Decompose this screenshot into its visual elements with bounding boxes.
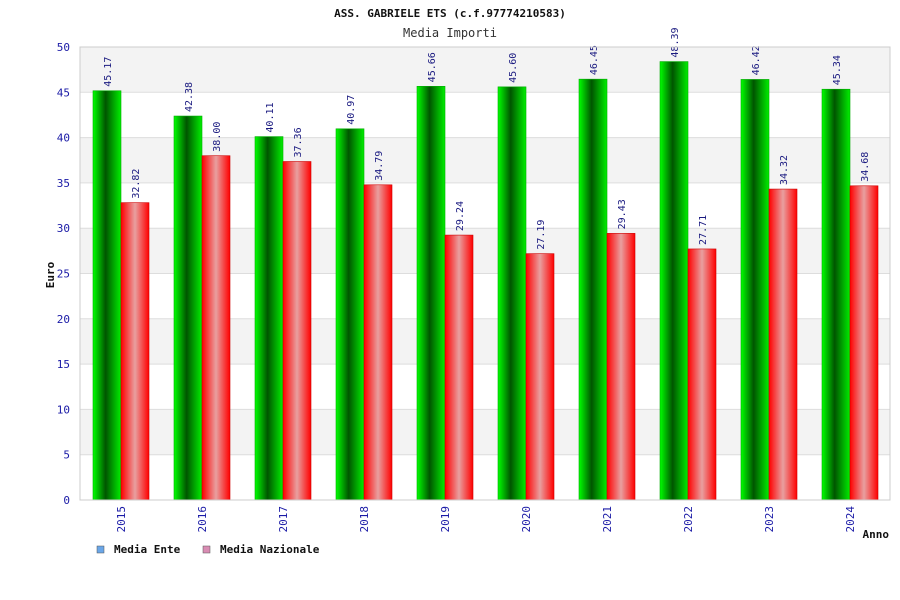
bar-media-nazionale-2023 — [768, 188, 798, 501]
x-tick-label: 2019 — [439, 506, 452, 533]
bar-media-nazionale-2020 — [525, 253, 555, 501]
bar-media-ente-2022 — [659, 61, 689, 501]
bar-media-nazionale-2016 — [201, 155, 231, 501]
y-tick-label: 15 — [57, 358, 70, 371]
y-tick-label: 20 — [57, 313, 70, 326]
bar-media-ente-2019 — [416, 86, 446, 501]
x-tick-label: 2018 — [358, 506, 371, 533]
bar-media-ente-2017 — [254, 136, 284, 501]
y-tick-label: 10 — [57, 403, 70, 416]
x-axis-ticks: 2015 2016 2017 2018 2019 2020 2021 2022 2023 2024 — [115, 506, 857, 533]
legend-label-media-ente: Media Ente — [114, 543, 181, 556]
bar-media-ente-2018 — [335, 128, 365, 501]
x-tick-label: 2020 — [520, 506, 533, 533]
data-label: 34.79 — [374, 151, 385, 181]
bar-media-nazionale-2021 — [606, 233, 636, 501]
bar-media-ente-2021 — [578, 78, 608, 501]
y-tick-label: 35 — [57, 177, 70, 190]
x-tick-label: 2023 — [763, 506, 776, 533]
data-label: 27.19 — [536, 220, 547, 250]
data-label: 27.71 — [698, 215, 709, 245]
legend: Media Ente Media Nazionale — [96, 543, 320, 556]
data-label: 40.97 — [346, 95, 357, 125]
data-label: 34.32 — [779, 155, 790, 185]
y-tick-label: 5 — [63, 449, 70, 462]
data-label: 40.11 — [265, 102, 276, 132]
bar-media-ente-2016 — [173, 115, 203, 501]
y-tick-label: 30 — [57, 222, 70, 235]
bar-media-nazionale-2019 — [444, 234, 474, 501]
value-labels: 45.17 32.82 42.38 38.00 40.11 37.36 40.97 34.79… — [103, 27, 871, 249]
data-label: 45.66 — [427, 52, 438, 82]
legend-swatch-media-ente — [96, 545, 105, 554]
legend-swatch-media-nazionale — [202, 545, 211, 554]
y-tick-label: 45 — [57, 86, 70, 99]
y-axis-label: Euro — [44, 261, 57, 288]
chart-subtitle: Media Importi — [403, 26, 497, 40]
y-tick-label: 40 — [57, 132, 70, 145]
data-label: 45.17 — [103, 57, 114, 87]
data-label: 34.68 — [860, 152, 871, 182]
bar-media-nazionale-2018 — [363, 184, 393, 501]
bar-media-ente-2020 — [497, 86, 527, 501]
x-axis-label: Anno — [863, 528, 890, 541]
x-tick-label: 2017 — [277, 506, 290, 533]
bar-media-ente-2015 — [92, 90, 122, 501]
bar-media-nazionale-2015 — [120, 202, 150, 501]
plot-frame — [79, 46, 891, 501]
bar-media-nazionale-2017 — [282, 161, 312, 501]
data-label: 45.34 — [832, 55, 843, 85]
x-tick-label: 2021 — [601, 506, 614, 533]
data-label: 32.82 — [131, 169, 142, 199]
data-label: 42.38 — [184, 82, 195, 112]
x-tick-label: 2024 — [844, 506, 857, 533]
chart-title: ASS. GABRIELE ETS (c.f.97774210583) — [334, 7, 566, 20]
x-tick-label: 2015 — [115, 506, 128, 533]
data-label: 38.00 — [212, 122, 223, 152]
data-label: 37.36 — [293, 127, 304, 157]
y-tick-label: 50 — [57, 41, 70, 54]
y-tick-label: 0 — [63, 494, 70, 507]
data-label: 29.24 — [455, 201, 466, 231]
x-tick-label: 2016 — [196, 506, 209, 533]
data-label: 48.39 — [670, 27, 681, 57]
legend-label-media-nazionale: Media Nazionale — [220, 543, 320, 556]
data-label: 46.45 — [589, 45, 600, 75]
data-label: 45.60 — [508, 53, 519, 83]
y-tick-label: 25 — [57, 268, 70, 281]
data-label: 29.43 — [617, 199, 628, 229]
bar-media-nazionale-2022 — [687, 248, 717, 501]
x-tick-label: 2022 — [682, 506, 695, 533]
bar-media-nazionale-2024 — [849, 185, 879, 501]
bar-media-ente-2023 — [740, 79, 770, 501]
bar-media-ente-2024 — [821, 88, 851, 501]
y-axis-ticks: 0 5 10 15 20 25 30 35 40 45 50 — [57, 41, 70, 507]
data-label: 46.42 — [751, 45, 762, 75]
